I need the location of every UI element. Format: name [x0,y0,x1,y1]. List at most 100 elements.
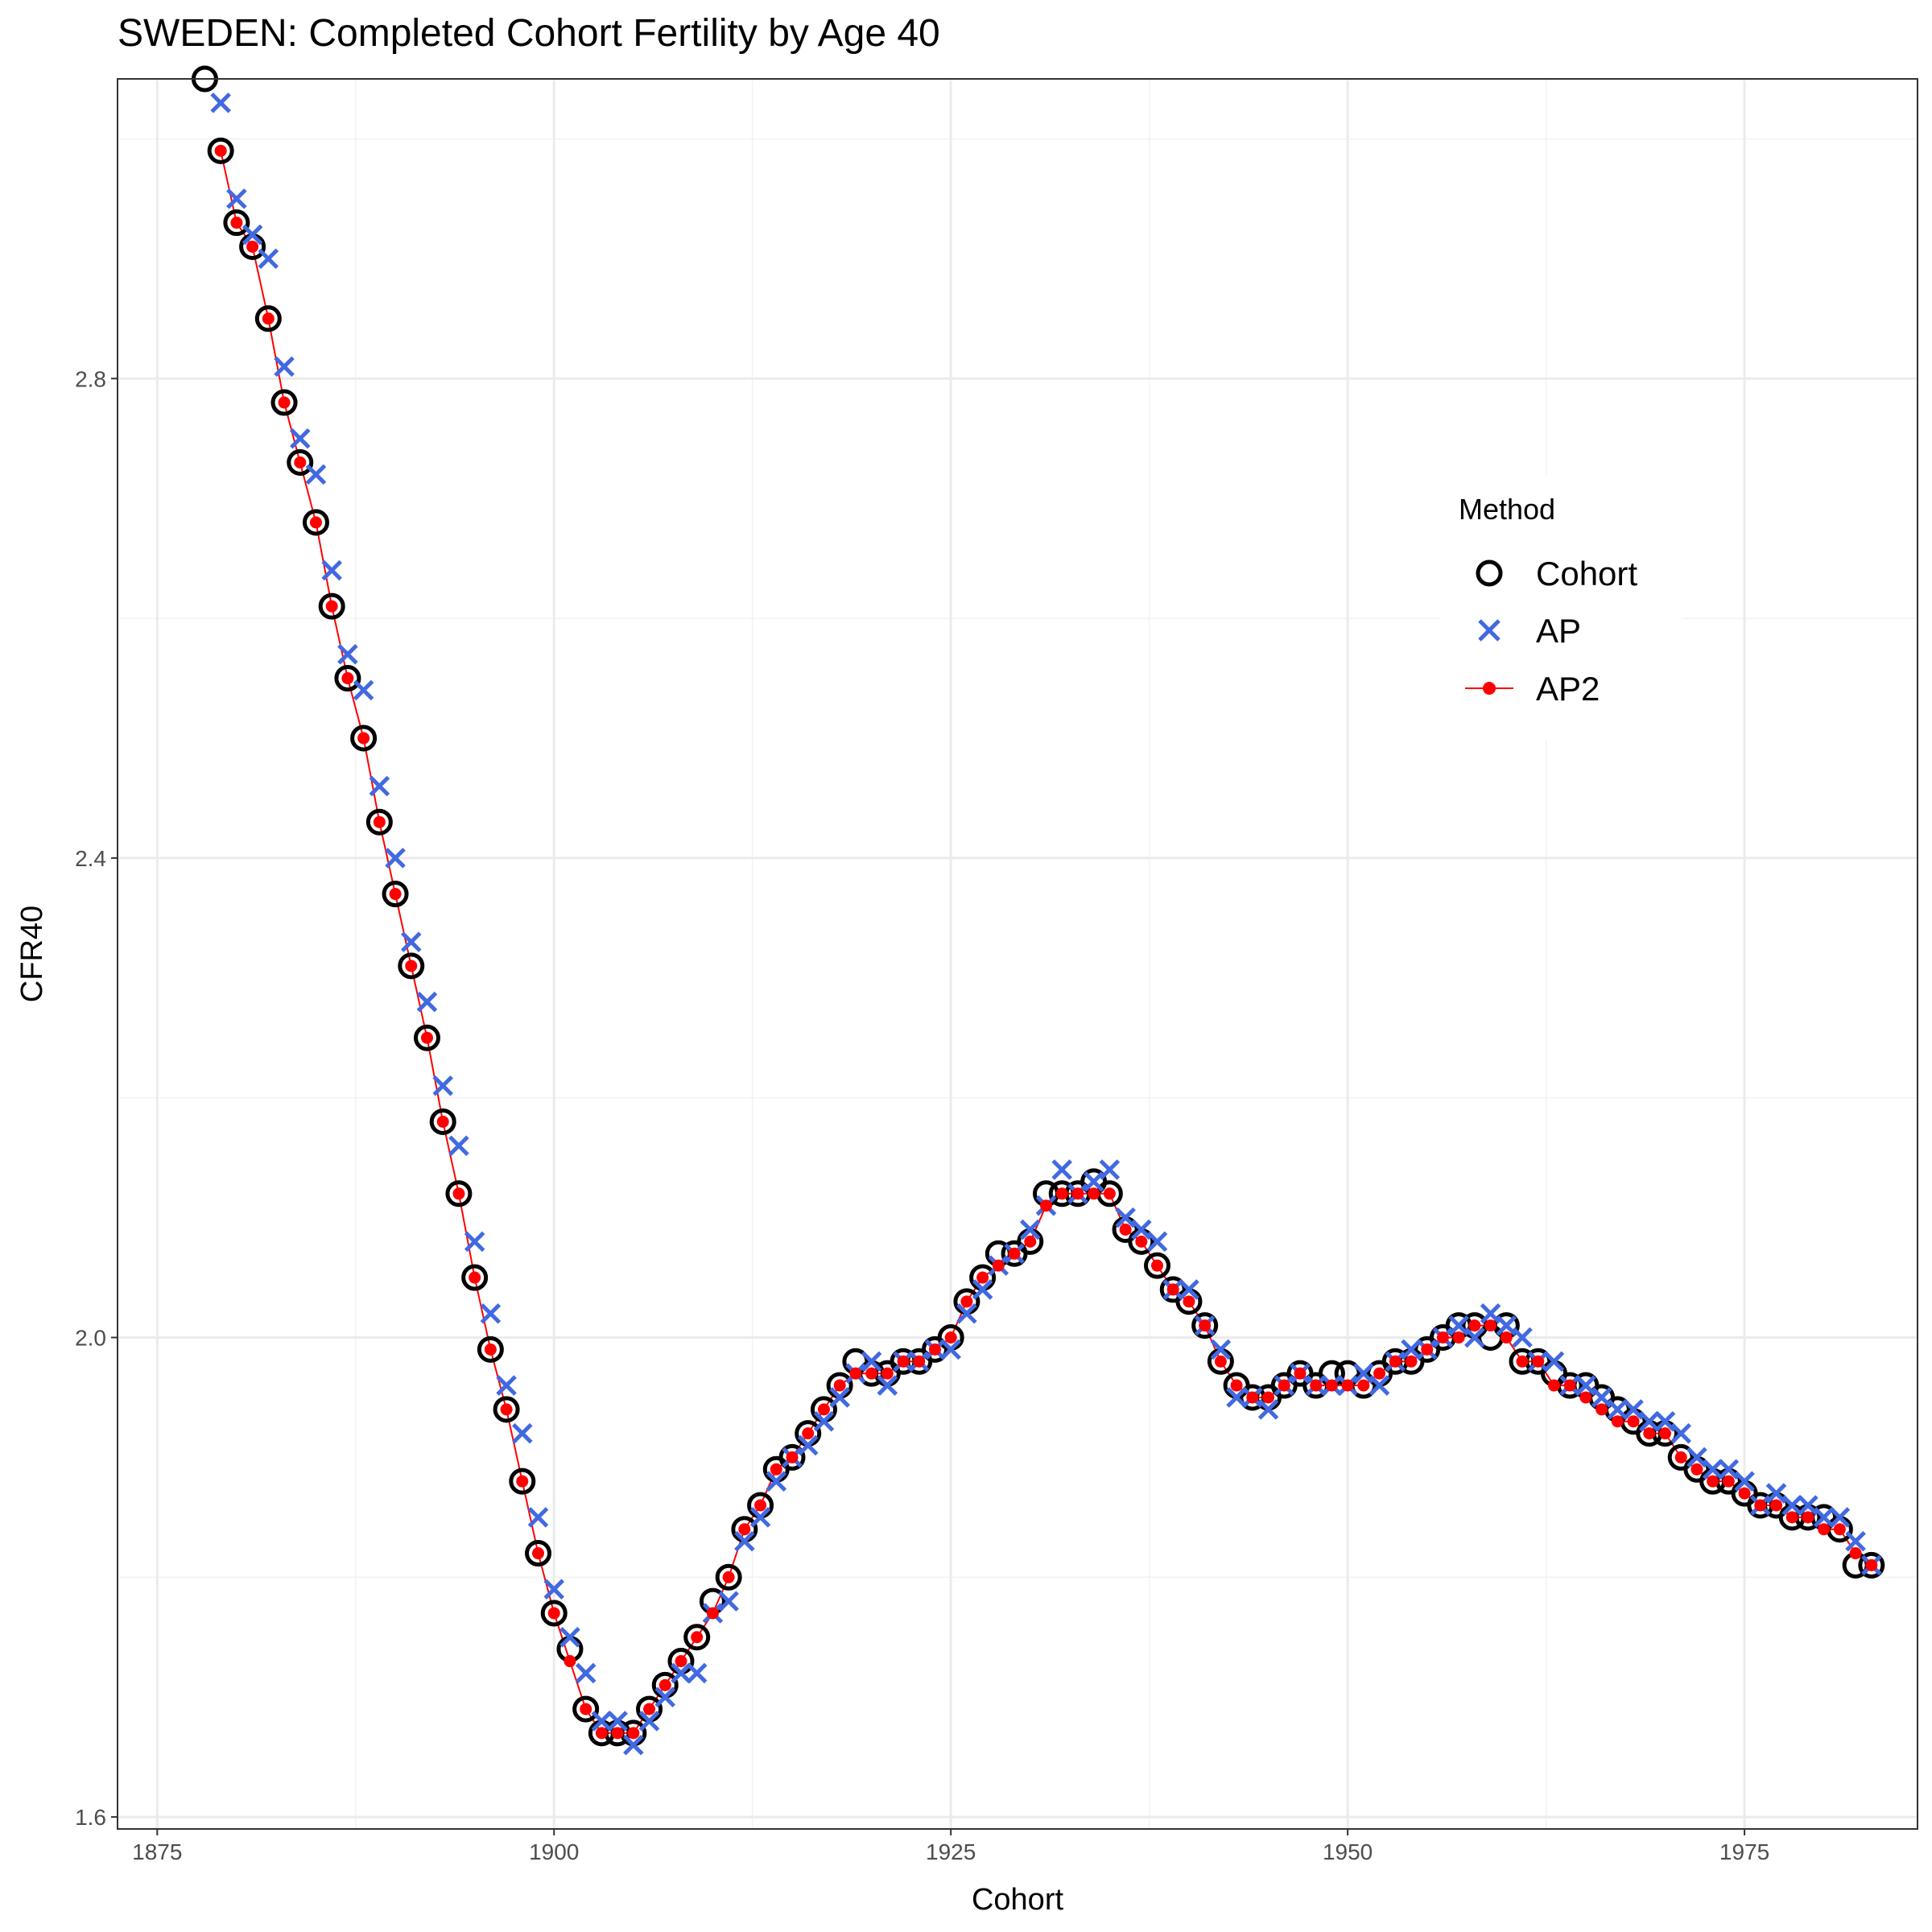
ap2-point [786,1451,799,1463]
ap2-point [357,732,370,745]
cohort-point [1191,1312,1219,1340]
ap-point [1591,1387,1612,1408]
ap2-point [1405,1355,1418,1368]
ap-point [813,1410,835,1432]
series-ap2-points [214,144,1878,1740]
ap2-point [1214,1355,1227,1368]
ap2-point [1262,1391,1275,1404]
ap-point [607,1711,628,1732]
ap-point [972,1279,993,1300]
cohort-point [461,1264,489,1291]
legend-background [1441,475,1682,741]
ap-point [1464,1327,1485,1348]
ap-point [1702,1459,1724,1480]
ap2-point [1849,1547,1862,1560]
ap2-point [1008,1247,1021,1260]
ap-point [797,1435,819,1456]
ap2-point [341,672,354,685]
x-tick-label: 1925 [926,1839,976,1864]
ap2-point [230,217,243,229]
ap2-point [532,1547,545,1560]
ap2-point [611,1727,624,1740]
ap-point [512,1422,533,1444]
ap2-point [976,1271,989,1284]
ap2-point [1738,1487,1751,1500]
cohort-point [254,305,282,332]
ap2-point [849,1367,862,1380]
ap2-point [1088,1187,1100,1200]
ap-point-stroke [1813,1507,1835,1528]
cohort-point [1858,1551,1885,1579]
ap2-point [1690,1463,1703,1476]
ap-point-stroke [1226,1387,1247,1408]
ap2-point [1770,1499,1783,1512]
cohort-point [270,389,298,416]
ap2-point [658,1678,671,1691]
ap-point-stroke [1718,1459,1740,1480]
y-tick-label: 2.8 [75,366,106,391]
ap-point [1353,1363,1374,1384]
ap2-point [675,1655,687,1668]
ap2-point [1833,1523,1846,1536]
ap-point [1115,1207,1136,1228]
cohort-point [778,1443,806,1471]
ap-point-stroke [1654,1410,1676,1432]
ap2-point [516,1475,529,1488]
cohort-point [223,209,250,237]
ap2-point [1310,1379,1323,1392]
ap2-point [1722,1475,1735,1488]
ap-point-stroke [385,848,406,869]
ap-point [829,1387,850,1408]
ap-point-stroke [1496,1315,1517,1336]
x-axis-title: Cohort [972,1883,1063,1917]
x-tick-label: 1950 [1323,1839,1373,1864]
ap2-point [1230,1379,1243,1392]
ap-point [623,1734,644,1756]
ap2-point [1421,1343,1434,1356]
ap2-point [754,1499,767,1512]
ap-point-stroke [496,1375,517,1396]
ap2-point [1373,1367,1386,1380]
ap-point-stroke [686,1662,708,1684]
ap2-point [580,1703,592,1715]
ap-point [337,643,358,665]
ap2-point [1818,1523,1831,1536]
ap-point-stroke [369,775,390,797]
ap2-point [1055,1187,1068,1200]
grid-major [118,79,1918,1829]
cohort-point [302,509,329,536]
ap2-point [627,1727,640,1740]
ap2-point [389,888,402,901]
ap2-point [992,1259,1005,1272]
ap2-point [1516,1355,1529,1368]
ap-point [877,1375,898,1396]
ap2-point [1547,1379,1560,1392]
legend-label-ap: AP [1536,612,1581,650]
ap-point-stroke [1591,1387,1612,1408]
cohort-point [572,1695,600,1723]
ap2-point [1341,1379,1354,1392]
ap2-point [373,815,386,828]
ap-point [1543,1351,1565,1373]
ap-point [686,1662,708,1684]
ap-point-stroke [1051,1159,1072,1180]
ap2-point [1199,1319,1212,1332]
ap-point [718,1591,739,1612]
ap-point-stroke [1179,1279,1199,1300]
ap-point [638,1711,660,1732]
ap2-point [214,144,227,157]
ap-point-stroke [1702,1459,1724,1480]
ap2-point [881,1367,894,1380]
ap-point [1131,1219,1152,1241]
ap2-point [722,1571,735,1583]
cohort-point [398,952,425,980]
ap2-point [1802,1511,1814,1524]
ap-point [1051,1159,1072,1180]
ap2-point [1468,1319,1481,1332]
ap2-point [484,1343,497,1356]
cohort-point [382,881,409,908]
ap2-point [1865,1558,1878,1571]
ap2-point [770,1463,782,1476]
ap2-point [325,600,338,613]
ap-point [1496,1315,1517,1336]
